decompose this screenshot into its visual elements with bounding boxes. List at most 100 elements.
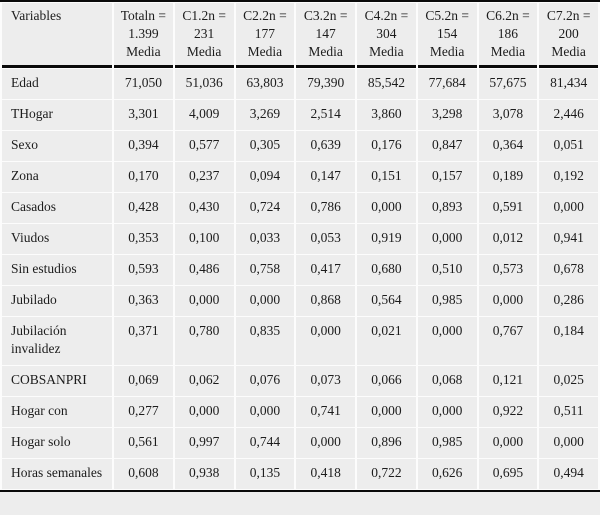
value-cell: 0,985: [417, 428, 477, 458]
table-row: Hogar solo 0,561 0,997 0,744 0,000 0,896 0,985…: [2, 428, 598, 458]
value-cell: 0,847: [417, 131, 477, 161]
value-cell: 81,434: [539, 69, 598, 99]
value-cell: 0,680: [357, 255, 416, 285]
table-row: THogar 3,301 4,009 3,269 2,514 3,860 3,298 3,07…: [2, 100, 598, 130]
value-cell: 0,192: [539, 162, 598, 192]
variable-cell: Zona: [2, 162, 112, 192]
value-cell: 0,062: [174, 366, 234, 396]
column-subheader-media: Media: [247, 44, 283, 59]
value-cell: 3,860: [357, 100, 416, 130]
value-cell: 0,591: [478, 193, 538, 223]
value-cell: 0,997: [174, 428, 234, 458]
column-header-cell: C6.2n = 186 Media: [478, 3, 538, 68]
value-cell: 0,100: [174, 224, 234, 254]
value-cell: 0,695: [478, 459, 538, 489]
variable-cell: Jubilación invalidez: [2, 317, 112, 365]
value-cell: 0,000: [235, 397, 295, 427]
value-cell: 0,418: [296, 459, 355, 489]
value-cell: 0,941: [539, 224, 598, 254]
value-cell: 0,786: [296, 193, 355, 223]
value-cell: 0,053: [296, 224, 355, 254]
value-cell: 63,803: [235, 69, 295, 99]
column-subheader-media: Media: [369, 44, 404, 59]
value-cell: 0,000: [174, 397, 234, 427]
value-cell: 0,000: [539, 428, 598, 458]
value-cell: 0,000: [357, 397, 416, 427]
table-header: Variables Totaln = 1.399 Media C1.2n = 231 Me…: [2, 3, 598, 68]
value-cell: 0,000: [478, 428, 538, 458]
value-cell: 0,305: [235, 131, 295, 161]
value-cell: 3,301: [114, 100, 173, 130]
value-cell: 0,000: [235, 286, 295, 316]
variable-cell: Hogar con: [2, 397, 112, 427]
value-cell: 77,684: [417, 69, 477, 99]
value-cell: 0,486: [174, 255, 234, 285]
value-cell: 0,363: [114, 286, 173, 316]
value-cell: 0,151: [357, 162, 416, 192]
value-cell: 0,510: [417, 255, 477, 285]
value-cell: 0,428: [114, 193, 173, 223]
variable-cell: Hogar solo: [2, 428, 112, 458]
value-cell: 0,780: [174, 317, 234, 365]
column-n: 186: [497, 26, 518, 41]
value-cell: 0,025: [539, 366, 598, 396]
value-cell: 4,009: [174, 100, 234, 130]
value-cell: 0,068: [417, 366, 477, 396]
value-cell: 0,626: [417, 459, 477, 489]
value-cell: 0,076: [235, 366, 295, 396]
page: Variables Totaln = 1.399 Media C1.2n = 231 Me…: [0, 0, 600, 492]
value-cell: 0,577: [174, 131, 234, 161]
value-cell: 0,678: [539, 255, 598, 285]
column-header-cell: C7.2n = 200 Media: [539, 3, 598, 68]
value-cell: 0,573: [478, 255, 538, 285]
column-n: 1.399: [128, 26, 159, 41]
variable-cell: Viudos: [2, 224, 112, 254]
variable-cell: THogar: [2, 100, 112, 130]
variable-cell: Edad: [2, 69, 112, 99]
value-cell: 0,868: [296, 286, 355, 316]
column-n: 177: [254, 26, 275, 41]
column-label: C4.2n =: [364, 8, 409, 23]
column-label: C2.2n =: [243, 8, 287, 23]
value-cell: 0,744: [235, 428, 295, 458]
statistics-table: Variables Totaln = 1.399 Media C1.2n = 231 Me…: [0, 0, 600, 492]
value-cell: 3,269: [235, 100, 295, 130]
value-cell: 0,066: [357, 366, 416, 396]
value-cell: 0,147: [296, 162, 355, 192]
table-body: Edad 71,050 51,036 63,803 79,390 85,542 77,684…: [2, 69, 598, 489]
value-cell: 2,514: [296, 100, 355, 130]
variable-cell: Jubilado: [2, 286, 112, 316]
column-header-cell: C4.2n = 304 Media: [357, 3, 416, 68]
table-row: Jubilado 0,363 0,000 0,000 0,868 0,564 0,985 0,…: [2, 286, 598, 316]
column-n: 200: [558, 26, 579, 41]
value-cell: 0,157: [417, 162, 477, 192]
value-cell: 0,896: [357, 428, 416, 458]
value-cell: 0,051: [539, 131, 598, 161]
table-row: Zona 0,170 0,237 0,094 0,147 0,151 0,157 0,189 0…: [2, 162, 598, 192]
table-row: COBSANPRI 0,069 0,062 0,076 0,073 0,066 0,068 0…: [2, 366, 598, 396]
value-cell: 0,919: [357, 224, 416, 254]
column-subheader-media: Media: [551, 44, 586, 59]
column-label: Totaln =: [120, 8, 167, 23]
value-cell: 0,417: [296, 255, 355, 285]
value-cell: 57,675: [478, 69, 538, 99]
value-cell: 0,176: [357, 131, 416, 161]
column-subheader-media: Media: [429, 44, 465, 59]
value-cell: 0,724: [235, 193, 295, 223]
column-label: C7.2n =: [546, 8, 591, 23]
value-cell: 0,184: [539, 317, 598, 365]
column-subheader-media: Media: [186, 44, 222, 59]
value-cell: 0,564: [357, 286, 416, 316]
column-header-cell: C5.2n = 154 Media: [417, 3, 477, 68]
value-cell: 0,561: [114, 428, 173, 458]
column-label: C3.2n =: [303, 8, 348, 23]
value-cell: 0,189: [478, 162, 538, 192]
variable-cell: Casados: [2, 193, 112, 223]
value-cell: 0,170: [114, 162, 173, 192]
value-cell: 0,033: [235, 224, 295, 254]
column-header-cell: C2.2n = 177 Media: [235, 3, 295, 68]
value-cell: 0,639: [296, 131, 355, 161]
column-subheader-media: Media: [490, 44, 526, 59]
value-cell: 0,494: [539, 459, 598, 489]
value-cell: 0,608: [114, 459, 173, 489]
